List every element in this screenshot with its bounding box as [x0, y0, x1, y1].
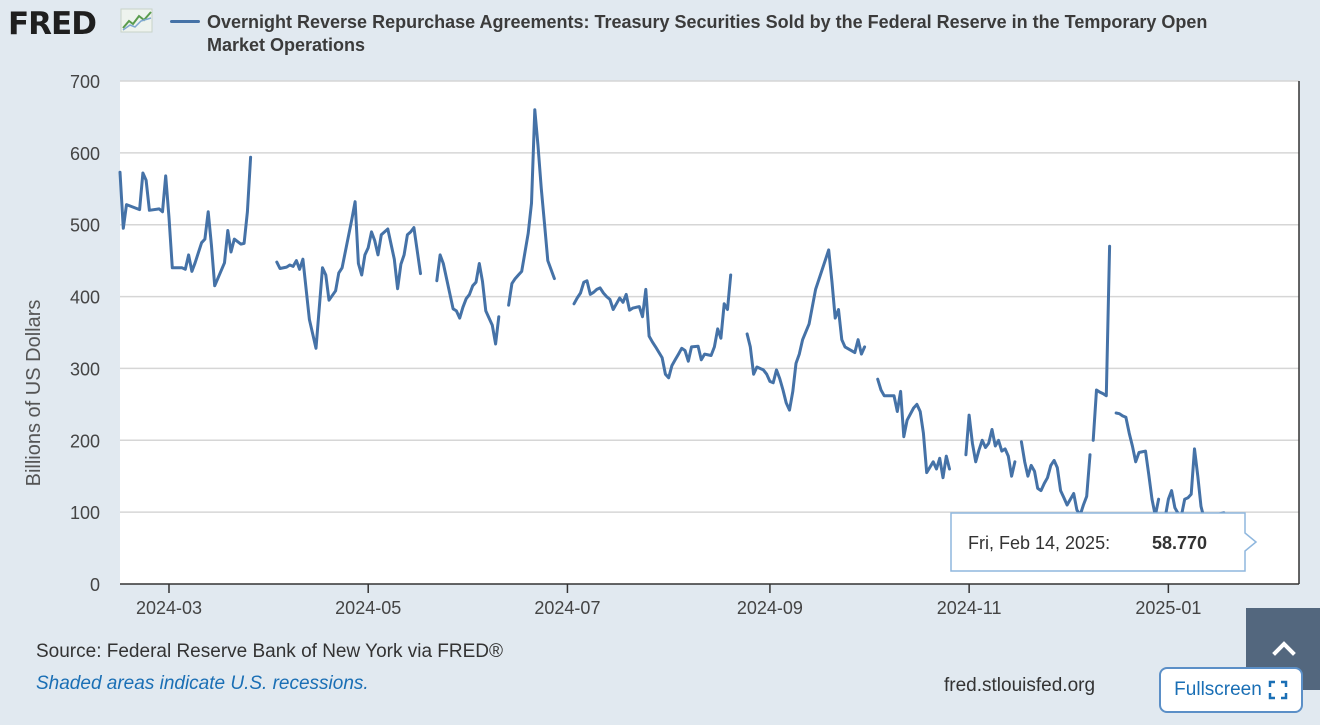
series-segment-10	[1091, 244, 1112, 442]
chart-header: FRED Overnight Reverse Repurchase Agreem…	[0, 0, 1320, 62]
tooltip-box	[950, 512, 1258, 572]
y-axis-label: Billions of US Dollars	[23, 300, 45, 487]
plot-area	[120, 81, 1299, 584]
tooltip-date: Fri, Feb 14, 2025:	[968, 533, 1110, 553]
gridlines	[120, 80, 1299, 513]
y-tick-label: 500	[70, 216, 100, 236]
y-tick-label: 300	[70, 359, 100, 379]
fred-logo[interactable]: FRED	[8, 6, 97, 42]
series-segment-5	[572, 273, 733, 380]
x-tick-label: 2024-07	[534, 598, 600, 618]
legend-series-swatch	[170, 20, 200, 23]
y-tick-label: 400	[70, 288, 100, 308]
x-tick-label: 2024-03	[136, 598, 202, 618]
series-segment-4	[507, 108, 556, 307]
chart-title-line-1: Overnight Reverse Repurchase Agreements:…	[207, 12, 1208, 32]
source-note: Source: Federal Reserve Bank of New York…	[36, 641, 504, 662]
series-segment-2	[275, 200, 422, 350]
chart-title: Overnight Reverse Repurchase Agreements:…	[207, 11, 1320, 57]
fred-logo-graph-icon	[120, 8, 153, 33]
fullscreen-label: Fullscreen	[1174, 679, 1262, 700]
x-tick-label: 2024-09	[737, 598, 803, 618]
y-axis-ticks: 0 100 200 300 400 500 600 700	[70, 72, 100, 595]
series-segment-3	[435, 253, 501, 346]
y-tick-label: 600	[70, 144, 100, 164]
y-tick-label: 200	[70, 431, 100, 451]
y-tick-label: 700	[70, 72, 100, 92]
recession-note: Shaded areas indicate U.S. recessions.	[36, 673, 369, 694]
x-tick-label: 2024-05	[335, 598, 401, 618]
x-tick-label: 2024-11	[937, 598, 1002, 618]
x-tick-label: 2025-01	[1135, 598, 1201, 618]
site-url[interactable]: fred.stlouisfed.org	[944, 675, 1096, 696]
y-tick-label: 0	[90, 575, 100, 595]
series-segment-11	[1114, 411, 1161, 518]
series-segment-7	[876, 377, 951, 480]
x-axis-ticks: 2024-03 2024-05 2024-07 2024-09 2024-11 2025-…	[136, 584, 1201, 618]
y-tick-label: 100	[70, 503, 100, 523]
series-segment-8	[964, 413, 1017, 478]
chart-title-line-2: Market Operations	[207, 35, 366, 55]
data-series	[118, 108, 1236, 544]
tooltip: Fri, Feb 14, 2025: 58.770	[950, 512, 1258, 572]
fullscreen-button[interactable]: Fullscreen	[1159, 667, 1303, 713]
tooltip-value: 58.770	[1152, 533, 1207, 553]
chevron-up-icon	[1272, 641, 1296, 656]
expand-icon	[1268, 680, 1288, 700]
series-segment-1	[118, 155, 253, 288]
series-segment-6	[745, 248, 867, 412]
